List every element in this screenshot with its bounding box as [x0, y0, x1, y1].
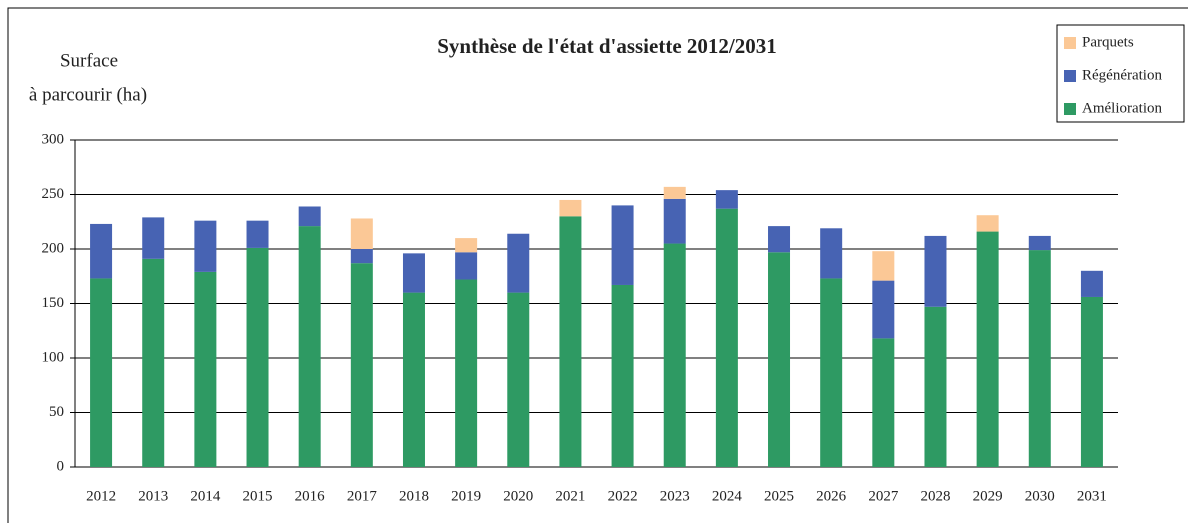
bar-segment	[663, 186, 686, 199]
y-axis-label: Surface	[60, 50, 118, 71]
bar-segment	[455, 238, 478, 253]
x-tick-label: 2012	[86, 488, 116, 504]
x-tick-label: 2016	[295, 488, 326, 504]
bar-segment	[715, 190, 738, 209]
bar-segment	[872, 338, 895, 467]
bar-segment	[559, 199, 582, 217]
bar-segment	[924, 306, 947, 467]
bar-segment	[455, 279, 478, 467]
y-tick-label: 0	[57, 458, 65, 474]
bar-segment	[1028, 235, 1051, 251]
y-tick-label: 100	[42, 349, 65, 365]
bar-segment	[246, 247, 269, 467]
y-axis-label: à parcourir (ha)	[29, 84, 147, 105]
x-tick-label: 2018	[399, 488, 429, 504]
x-tick-label: 2020	[503, 488, 533, 504]
legend-label: Amélioration	[1082, 100, 1162, 116]
bar-segment	[715, 208, 738, 468]
x-tick-label: 2028	[920, 488, 950, 504]
x-tick-label: 2030	[1025, 488, 1055, 504]
legend-box	[1056, 24, 1185, 123]
bar-segment	[298, 226, 321, 467]
bar-segment	[246, 220, 269, 248]
bar-segment	[559, 216, 582, 467]
bar-segment	[142, 258, 165, 467]
x-tick-label: 2026	[816, 488, 847, 504]
legend-swatch	[1064, 103, 1076, 115]
chart-title: Synthèse de l'état d'assiette 2012/2031	[437, 34, 776, 58]
frame	[7, 7, 1188, 523]
y-tick-label: 300	[42, 131, 65, 147]
bar-segment	[768, 252, 791, 467]
x-tick-label: 2015	[243, 488, 273, 504]
bar-segment	[507, 233, 530, 293]
x-tick-label: 2017	[347, 488, 378, 504]
bar-segment	[1080, 296, 1103, 467]
bar-segment	[872, 280, 895, 339]
bar-segment	[298, 206, 321, 227]
legend-swatch	[1064, 37, 1076, 49]
bar-segment	[507, 292, 530, 467]
y-tick-label: 50	[49, 404, 64, 420]
x-tick-label: 2014	[190, 488, 221, 504]
y-tick-label: 200	[42, 240, 65, 256]
x-tick-label: 2027	[868, 488, 899, 504]
legend-label: Parquets	[1082, 34, 1134, 50]
bar-segment	[663, 198, 686, 244]
x-tick-label: 2024	[712, 488, 743, 504]
y-tick-label: 250	[42, 186, 65, 202]
bar-segment	[976, 215, 999, 232]
bar-segment	[611, 205, 634, 285]
bar-segment	[350, 263, 373, 467]
bar-segment	[976, 231, 999, 467]
bar-segment	[820, 278, 843, 467]
bar-segment	[194, 271, 217, 467]
bar-segment	[455, 252, 478, 280]
bar-segment	[663, 243, 686, 467]
x-tick-label: 2023	[660, 488, 690, 504]
bar-segment	[768, 226, 791, 253]
bar-segment	[402, 253, 425, 293]
bar-segment	[611, 284, 634, 467]
x-tick-label: 2022	[608, 488, 638, 504]
bar-segment	[194, 220, 217, 272]
bar-segment	[924, 235, 947, 307]
bar-segment	[1028, 250, 1051, 467]
legend-label: Régénération	[1082, 67, 1162, 83]
bar-segment	[350, 249, 373, 264]
x-tick-label: 2029	[973, 488, 1003, 504]
bar-segment	[872, 251, 895, 281]
x-tick-label: 2021	[555, 488, 585, 504]
x-tick-label: 2025	[764, 488, 794, 504]
bar-segment	[402, 292, 425, 467]
bar-segment	[820, 228, 843, 279]
bar-segment	[90, 223, 113, 279]
x-tick-label: 2031	[1077, 488, 1107, 504]
bar-segment	[350, 218, 373, 249]
bar-segment	[90, 278, 113, 467]
bar-segment	[142, 217, 165, 259]
bar-segment	[1080, 270, 1103, 297]
x-tick-label: 2013	[138, 488, 168, 504]
y-tick-label: 150	[42, 295, 65, 311]
x-tick-label: 2019	[451, 488, 481, 504]
legend-swatch	[1064, 70, 1076, 82]
